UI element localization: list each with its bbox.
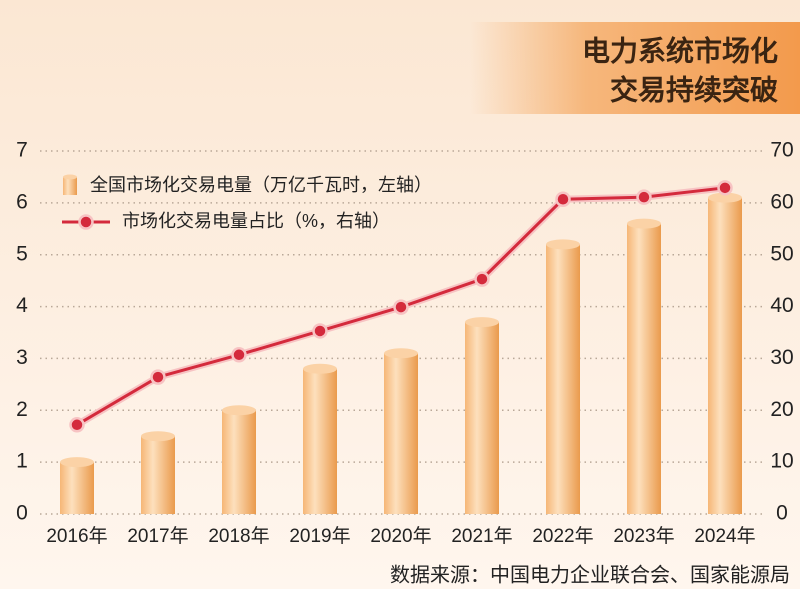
y-tick-label: 7 [16, 139, 28, 162]
line-marker [555, 191, 571, 207]
bar-top [303, 363, 337, 374]
x-tick-label: 2017年 [127, 525, 188, 547]
y2-tick-label: 50 [770, 242, 793, 265]
bar-top [465, 317, 499, 328]
bar [546, 244, 580, 515]
x-tick-label: 2024年 [694, 525, 755, 547]
bar [303, 368, 337, 514]
bar-top [708, 192, 742, 203]
x-tick-label: 2022年 [532, 525, 593, 547]
legend-icon [63, 177, 77, 195]
legend-label: 市场化交易电量占比（%，右轴） [122, 211, 390, 231]
x-tick-label: 2016年 [46, 525, 107, 547]
bar-top [222, 405, 256, 416]
line-marker [474, 271, 490, 287]
chart-title: 电力系统市场化 [582, 34, 778, 66]
y2-tick-label: 30 [770, 346, 793, 369]
line-marker [393, 299, 409, 315]
chart-title: 交易持续突破 [610, 73, 778, 105]
x-tick-label: 2018年 [208, 525, 269, 547]
title-box [470, 22, 800, 114]
y2-tick-label: 70 [770, 139, 793, 162]
x-tick-label: 2023年 [613, 525, 674, 547]
x-tick-label: 2021年 [451, 525, 512, 547]
x-tick-label: 2020年 [370, 525, 431, 547]
bar-top [60, 457, 94, 468]
line-marker [150, 369, 166, 385]
y2-tick-label: 20 [770, 398, 793, 421]
bar [627, 223, 661, 514]
y2-tick-label: 0 [776, 502, 788, 525]
y-tick-label: 2 [16, 398, 28, 421]
legend-icon [63, 174, 77, 180]
line-marker [717, 180, 733, 196]
line-marker [231, 347, 247, 363]
bar [141, 436, 175, 514]
y-tick-label: 3 [16, 346, 28, 369]
y-tick-label: 4 [16, 294, 28, 317]
bar-top [141, 431, 175, 442]
x-tick-label: 2019年 [289, 525, 350, 547]
source: 数据来源：中国电力企业联合会、国家能源局 [390, 563, 790, 586]
y-tick-label: 1 [16, 450, 28, 473]
y2-tick-label: 10 [770, 450, 793, 473]
line-marker [69, 417, 85, 433]
bar [708, 197, 742, 514]
bar-top [546, 239, 580, 250]
y2-tick-label: 60 [770, 190, 793, 213]
legend-label: 全国市场化交易电量（万亿千瓦时，左轴） [90, 175, 432, 195]
bar [60, 462, 94, 514]
bar [384, 353, 418, 514]
line-marker [636, 189, 652, 205]
bar-top [384, 348, 418, 359]
legend-icon [78, 214, 94, 230]
bar-top [627, 218, 661, 229]
bar [222, 410, 256, 514]
y-tick-label: 5 [16, 242, 28, 265]
y2-tick-label: 40 [770, 294, 793, 317]
line-marker [312, 323, 328, 339]
bar [465, 322, 499, 514]
y-tick-label: 0 [16, 502, 28, 525]
y-tick-label: 6 [16, 190, 28, 213]
